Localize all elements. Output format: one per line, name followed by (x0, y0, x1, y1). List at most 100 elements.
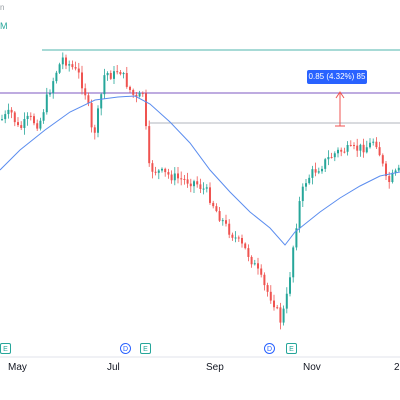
candle-body (237, 237, 240, 239)
candle-body (301, 186, 304, 202)
candle (369, 138, 371, 149)
candle (337, 147, 339, 158)
candle (164, 167, 167, 177)
candle (324, 157, 327, 172)
candle (397, 164, 400, 173)
candle-body (228, 223, 231, 235)
candle (340, 147, 343, 157)
candle-body (285, 293, 288, 309)
candle-body (321, 168, 323, 172)
candle-body (231, 234, 234, 238)
candle (36, 119, 39, 131)
candle-body (125, 73, 128, 87)
candle (4, 110, 7, 124)
candle-body (138, 92, 141, 97)
candle (77, 62, 80, 79)
candle-body (218, 211, 221, 221)
candle-body (247, 248, 250, 257)
candle (138, 90, 141, 98)
candle-body (295, 228, 298, 248)
dividend-event-icon[interactable]: D (120, 343, 131, 354)
candle (90, 99, 93, 133)
candle-body (42, 112, 45, 121)
candle-body (369, 142, 371, 148)
candle (116, 64, 119, 75)
horizontal-levels (0, 49, 400, 124)
candle-body (349, 145, 352, 147)
x-axis-label-sep: Sep (206, 362, 224, 373)
candle-body (29, 115, 32, 117)
candle-body (113, 71, 115, 79)
candle-body (74, 67, 77, 69)
candle (244, 242, 247, 250)
candle (308, 174, 311, 185)
candle-body (330, 157, 333, 159)
candle (279, 302, 282, 330)
candle-body (52, 81, 55, 94)
candle (365, 140, 368, 154)
candle-body (196, 181, 199, 185)
candle (129, 85, 131, 93)
candle (106, 71, 109, 81)
candle-body (311, 169, 314, 178)
candle-body (276, 307, 279, 309)
candle (218, 206, 221, 222)
candle (119, 69, 122, 76)
candle-body (119, 72, 122, 75)
candle-body (7, 109, 10, 115)
candle-body (26, 115, 29, 120)
candle (311, 165, 314, 185)
candle (282, 305, 285, 326)
candle (26, 112, 29, 126)
candle (193, 179, 195, 194)
candle-body (193, 181, 195, 187)
candle (321, 165, 323, 174)
candle-body (55, 72, 58, 82)
candle (205, 184, 208, 193)
candle (65, 54, 67, 70)
candle (394, 168, 397, 176)
candle-body (340, 149, 343, 152)
candle (13, 110, 16, 127)
candle (154, 166, 157, 176)
candle-body (23, 119, 26, 128)
candle-body (49, 93, 51, 95)
earnings-event-icon[interactable]: E (286, 343, 297, 354)
candle (247, 244, 250, 262)
candle-body (273, 300, 275, 308)
candle-body (189, 183, 192, 187)
candle (391, 169, 394, 184)
candle-body (39, 120, 42, 129)
candle (113, 65, 115, 85)
candle-body (1, 119, 3, 121)
candle (42, 109, 45, 124)
dividend-event-icon[interactable]: D (264, 343, 275, 354)
candle-body (292, 247, 295, 278)
earnings-event-icon[interactable]: E (0, 343, 11, 354)
candle (346, 141, 349, 156)
candle (20, 121, 23, 131)
candle-body (375, 141, 378, 148)
candle-body (221, 220, 224, 222)
candle-body (129, 86, 131, 90)
earnings-event-icon[interactable]: E (140, 343, 151, 354)
candle-body (100, 94, 103, 109)
measure-label[interactable]: 0.85 (4.32%) 85 (307, 70, 367, 84)
candle-body (164, 168, 167, 173)
candle-body (279, 307, 282, 323)
candle (177, 167, 179, 184)
x-axis-label-next: 2 (394, 362, 400, 373)
candle (100, 92, 103, 116)
candle (103, 68, 106, 99)
x-axis-label-may: May (8, 362, 27, 373)
candle-body (308, 177, 311, 184)
candle-body (65, 57, 67, 66)
candle-body (225, 220, 227, 224)
candle-body (212, 202, 215, 207)
candle (199, 178, 202, 194)
candle-body (103, 75, 106, 95)
candle (215, 203, 218, 213)
candle (202, 182, 205, 195)
